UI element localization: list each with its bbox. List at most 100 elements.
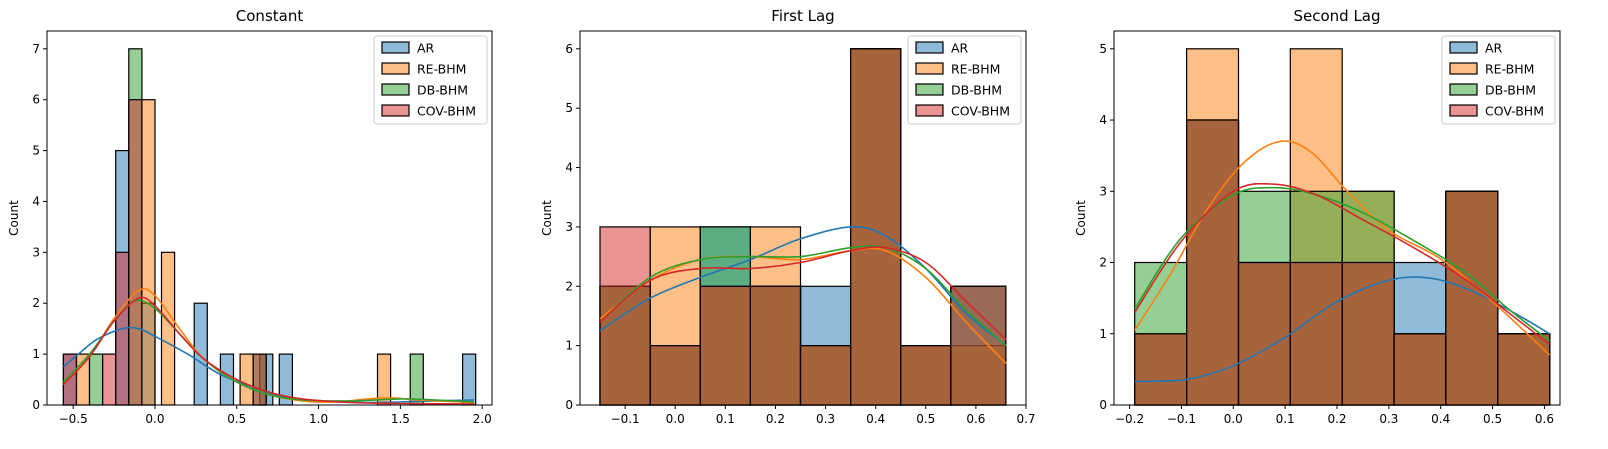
legend-box (907, 35, 1022, 125)
y-tick-label: 0 (32, 398, 40, 412)
axes-frame (46, 30, 493, 406)
histogram-bar (699, 285, 751, 406)
chart-panel-1: Constant Count −0.5 0.0 0.5 1.0 1.5 2.0 0 1 2 3 4 5 6 7… (7, 7, 493, 426)
legend-label-1: AR (1485, 41, 1503, 56)
y-axis-label: Count (1074, 200, 1088, 236)
legend: AR RE-BHM DB-BHM COV-BHM (373, 35, 488, 125)
x-tick-label: 0.5 (227, 412, 246, 426)
x-tick-label: −0.5 (59, 412, 88, 426)
legend-label-1: AR (417, 41, 435, 56)
y-tick-label: 5 (565, 101, 573, 115)
y-tick-label: 4 (1099, 113, 1107, 127)
histogram-bar (900, 345, 952, 406)
chart-title: First Lag (771, 7, 834, 25)
legend-label-4: COV-BHM (1485, 104, 1544, 119)
histogram-bar (252, 353, 267, 406)
y-tick-label: 2 (1099, 256, 1107, 270)
legend-swatch-1 (381, 41, 410, 54)
legend-swatch-3 (915, 83, 944, 96)
y-tick-label: 5 (1099, 42, 1107, 56)
legend-swatch-4 (381, 104, 410, 117)
histogram-bar (462, 353, 477, 406)
kde-line-1 (599, 226, 1007, 347)
legend-swatch-3 (381, 83, 410, 96)
y-tick-label: 4 (32, 194, 40, 208)
y-tick-label: 2 (565, 279, 573, 293)
y-tick-label: 0 (1099, 398, 1107, 412)
x-tick-label: 0.1 (1276, 412, 1295, 426)
x-tick-label: 0.6 (1535, 412, 1554, 426)
y-tick-label: 3 (565, 220, 573, 234)
histogram-bar (1237, 261, 1292, 406)
legend-swatch-4 (915, 104, 944, 117)
legend-label-4: COV-BHM (417, 104, 476, 119)
x-tick-label: 0.7 (1016, 412, 1035, 426)
histogram-bar (160, 251, 176, 406)
histogram-bar (141, 99, 156, 406)
legend-label-3: DB-BHM (1485, 83, 1536, 98)
x-tick-label: 2.0 (473, 412, 492, 426)
y-tick-label: 1 (1099, 327, 1107, 341)
x-tick-label: 1.0 (309, 412, 328, 426)
x-tick-label: 0.4 (866, 412, 885, 426)
histogram-bar (1393, 333, 1447, 406)
kde-line-3 (599, 244, 1007, 347)
y-axis-label: Count (540, 200, 554, 236)
histogram-bar (1134, 333, 1188, 406)
legend-label-4: COV-BHM (951, 104, 1010, 119)
legend-swatch-1 (1449, 41, 1478, 54)
x-tick-label: 0.0 (666, 412, 685, 426)
x-tick-label: 0.4 (1431, 412, 1450, 426)
legend-label-3: DB-BHM (951, 83, 1002, 98)
x-tick-label: 0.5 (1483, 412, 1502, 426)
x-tick-label: 0.5 (916, 412, 935, 426)
kde-line-2 (1134, 140, 1551, 356)
y-tick-label: 5 (32, 144, 40, 158)
histogram-bar (649, 345, 701, 406)
x-tick-label: 0.0 (1224, 412, 1243, 426)
histogram-bar (88, 353, 104, 406)
legend-swatch-2 (381, 62, 410, 75)
legend-swatch-2 (1449, 62, 1478, 75)
legend-box (373, 35, 488, 125)
x-tick-label: 0.2 (1327, 412, 1346, 426)
histogram-bar (1185, 119, 1240, 406)
histogram-bar (409, 353, 424, 406)
x-tick-label: −0.1 (611, 412, 640, 426)
legend-swatch-1 (915, 41, 944, 54)
legend-label-2: RE-BHM (417, 62, 466, 77)
y-tick-label: 6 (565, 42, 573, 56)
legend-swatch-3 (1449, 83, 1478, 96)
chart-title: Second Lag (1293, 7, 1380, 25)
x-tick-label: 0.2 (766, 412, 785, 426)
x-tick-label: 0.6 (966, 412, 985, 426)
y-tick-label: 3 (32, 245, 40, 259)
legend-box (1441, 35, 1556, 125)
legend-label-1: AR (951, 41, 969, 56)
x-tick-label: 0.3 (1379, 412, 1398, 426)
histogram-bar (950, 285, 1007, 406)
legend-swatch-4 (1449, 104, 1478, 117)
y-tick-label: 0 (565, 398, 573, 412)
histogram-bar (239, 353, 254, 406)
kde-line-4 (62, 296, 475, 405)
y-tick-label: 7 (32, 42, 40, 56)
x-tick-label: 1.5 (391, 412, 410, 426)
kde-line-3 (1134, 186, 1551, 342)
kde-line-4 (1134, 182, 1551, 346)
histogram-bar (1341, 261, 1395, 406)
legend: AR RE-BHM DB-BHM COV-BHM (907, 35, 1022, 125)
legend-swatch-2 (915, 62, 944, 75)
y-tick-label: 4 (565, 161, 573, 175)
x-tick-label: 0.0 (145, 412, 164, 426)
chart-panel-2: First Lag Count −0.1 0.0 0.1 0.2 0.3 0.4 0.5 0.6 0… (540, 7, 1036, 426)
kde-line-4 (599, 246, 1007, 341)
histogram-bar (749, 285, 802, 406)
y-tick-label: 1 (565, 339, 573, 353)
histogram-bar (193, 302, 208, 406)
legend: AR RE-BHM DB-BHM COV-BHM (1441, 35, 1556, 125)
legend-label-3: DB-BHM (417, 83, 468, 98)
histogram-bar (128, 99, 143, 406)
legend-label-2: RE-BHM (951, 62, 1000, 77)
